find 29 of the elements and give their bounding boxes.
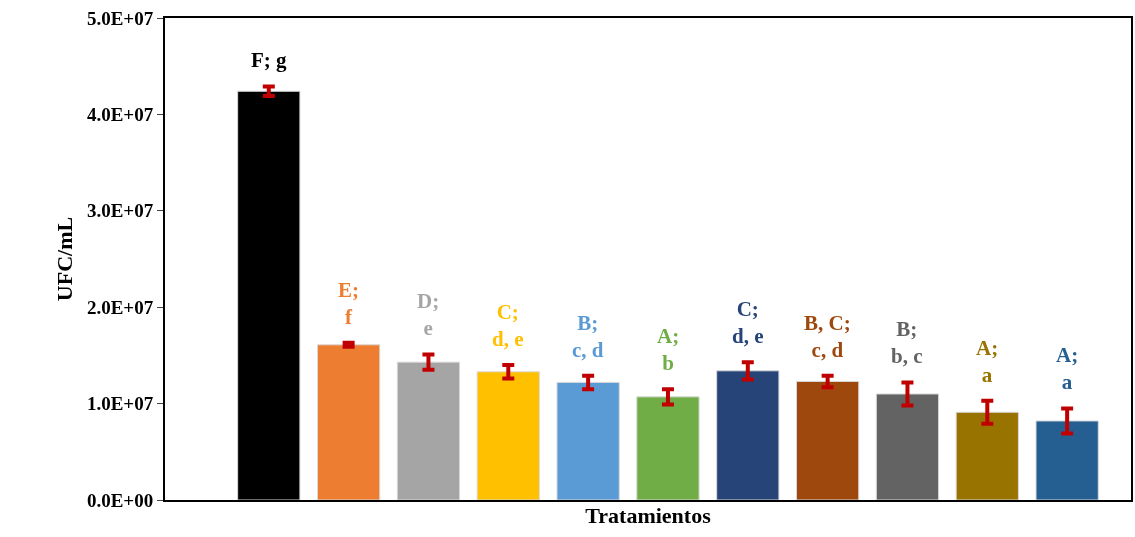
- bar: [316, 344, 381, 500]
- bar: [556, 381, 620, 500]
- y-tick-label: 5.0E+07: [86, 7, 154, 29]
- bar: [1035, 420, 1099, 500]
- y-tick-label: 3.0E+07: [86, 200, 154, 222]
- y-tick-label: 1.0E+07: [86, 393, 154, 415]
- data-label: A; b: [657, 324, 680, 376]
- bar: [795, 380, 860, 500]
- bar: [476, 371, 540, 500]
- bar: [716, 370, 780, 500]
- bar: [636, 396, 700, 500]
- y-tick-label: 4.0E+07: [86, 104, 154, 126]
- data-label: B; b, c: [891, 317, 923, 369]
- y-tick-label: 2.0E+07: [86, 296, 154, 318]
- bar: [875, 393, 940, 500]
- data-label: F; g: [251, 48, 288, 72]
- data-label: A; a: [1056, 343, 1079, 395]
- bar: [396, 361, 461, 500]
- y-axis-title: UFC/mL: [52, 216, 78, 302]
- data-label: C; d, e: [732, 297, 764, 349]
- x-axis-title: Tratamientos: [585, 502, 712, 528]
- data-label: B; c, d: [572, 311, 604, 363]
- bar: [955, 411, 1019, 500]
- data-label: A; a: [976, 336, 999, 388]
- data-label: E; f: [338, 278, 359, 330]
- data-label: D; e: [417, 289, 440, 341]
- data-label: C; d, e: [492, 300, 524, 352]
- y-tick-label: 0.0E+00: [86, 489, 154, 511]
- data-label: B, C; c, d: [804, 311, 851, 363]
